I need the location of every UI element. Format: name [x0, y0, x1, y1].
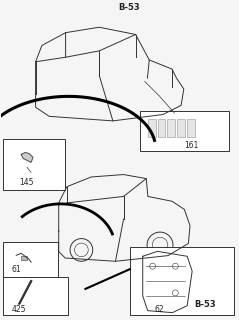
Bar: [158, 119, 165, 137]
Bar: [130, 247, 234, 315]
Text: 145: 145: [19, 178, 34, 187]
Text: 61: 61: [11, 265, 21, 274]
Bar: [168, 119, 175, 137]
Bar: [177, 119, 185, 137]
Text: 425: 425: [11, 305, 26, 314]
Bar: [3, 277, 68, 315]
Bar: [148, 119, 156, 137]
Bar: [3, 139, 65, 190]
Polygon shape: [21, 153, 33, 162]
Bar: [3, 243, 58, 277]
Bar: [140, 111, 229, 150]
Text: 161: 161: [184, 140, 199, 149]
Text: B-53: B-53: [118, 3, 140, 12]
Bar: [187, 119, 195, 137]
Text: 62: 62: [155, 305, 164, 314]
Text: B-53: B-53: [194, 300, 216, 309]
Bar: [21, 256, 27, 260]
